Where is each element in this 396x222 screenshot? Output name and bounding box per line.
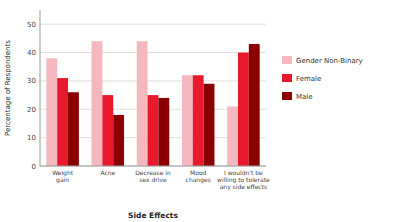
y-tick-label: 10 [27, 134, 36, 142]
grid [40, 24, 266, 166]
legend-label: Female [296, 75, 321, 83]
grid-line [40, 24, 266, 25]
bar [249, 44, 260, 166]
bar [137, 41, 148, 166]
legend-swatch [282, 74, 292, 82]
bar [193, 75, 204, 166]
chart: 0 10 20 30 40 50 Weightgain Acne Decrease insex … [0, 0, 396, 222]
x-tick-label: Weightgain [52, 169, 74, 184]
x-tick-label: Decrease insex drive [135, 169, 171, 183]
y-tick-label: 0 [32, 163, 36, 171]
x-tick-label: Acne [100, 169, 115, 176]
y-tick-label: 20 [27, 106, 36, 114]
x-tick-label: I wouldn't bewilling to tolerateany side… [217, 169, 270, 191]
bars [46, 41, 259, 166]
bar [238, 53, 249, 166]
y-tick-label: 40 [27, 49, 36, 57]
legend-label: Gender Non-Binary [296, 57, 363, 65]
bar [182, 75, 193, 166]
grid-line [40, 52, 266, 53]
legend: Gender Non-Binary Female Male [282, 56, 363, 101]
y-tick-label: 50 [27, 21, 36, 29]
y-axis-line [40, 10, 41, 166]
bar [46, 58, 57, 166]
grid-line [40, 80, 266, 81]
bar [102, 95, 113, 166]
bar [158, 98, 169, 166]
x-axis-title: Side Effects [128, 211, 178, 220]
x-tick-label: Moodchanges [186, 169, 211, 184]
legend-label: Male [296, 93, 313, 101]
bar [227, 106, 238, 166]
y-axis-title: Percentage of Respondents [4, 40, 12, 136]
grid-line [40, 166, 266, 167]
bar [92, 41, 103, 166]
bar [204, 84, 215, 166]
bar [148, 95, 159, 166]
bar [57, 78, 68, 166]
bar [113, 115, 124, 166]
x-axis-line [40, 166, 266, 167]
legend-swatch [282, 56, 292, 64]
bar [68, 92, 79, 166]
legend-swatch [282, 92, 292, 100]
y-tick-label: 30 [27, 77, 36, 85]
